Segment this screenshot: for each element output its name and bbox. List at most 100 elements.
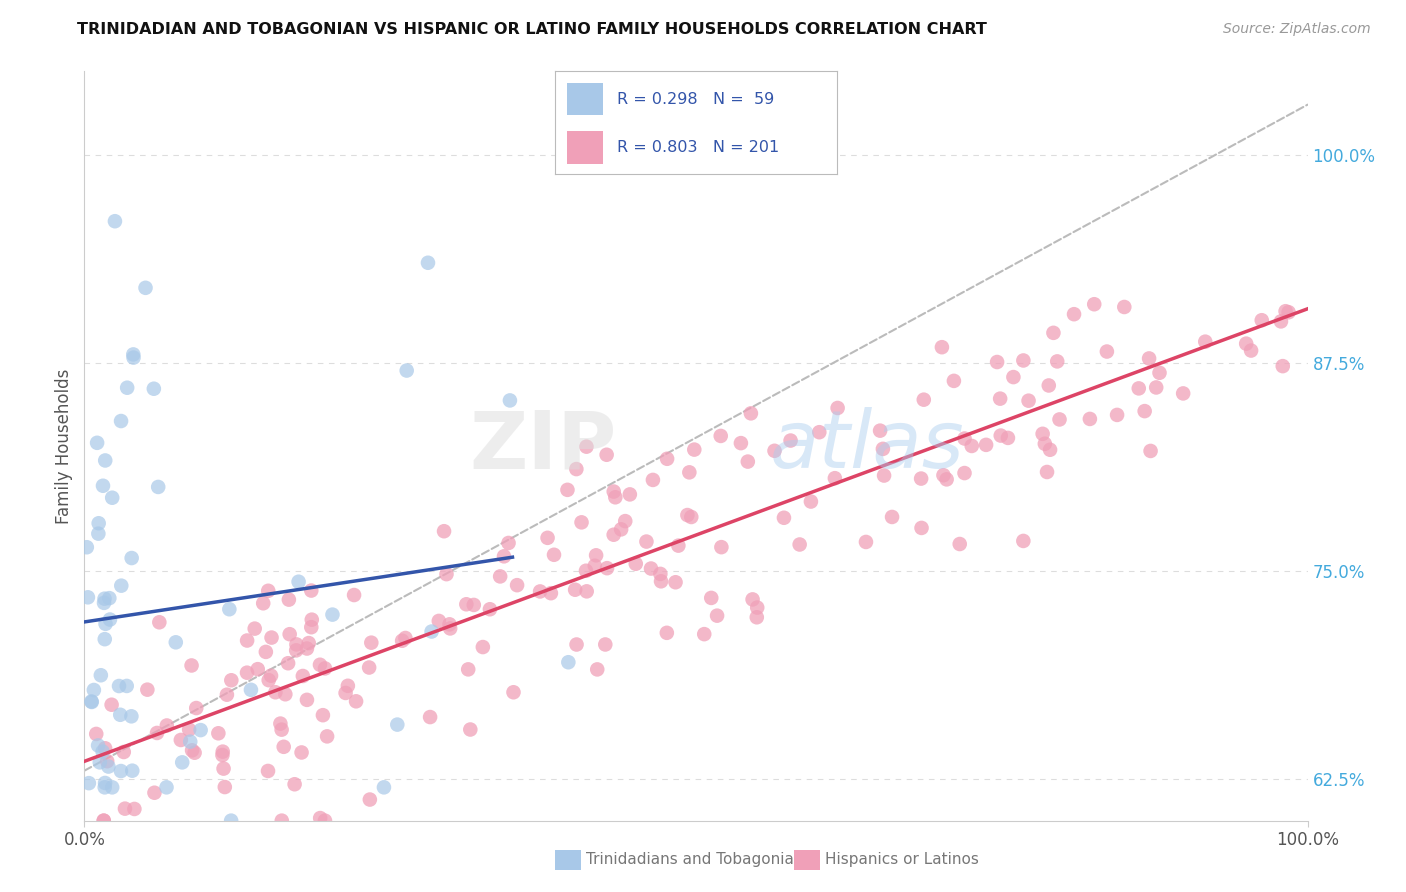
Point	[624, 557, 647, 571]
Point	[1250, 313, 1272, 327]
Point	[254, 645, 277, 659]
Text: Trinidadians and Tobagonians: Trinidadians and Tobagonians	[586, 853, 811, 867]
Point	[880, 510, 903, 524]
Point	[80, 695, 103, 709]
Point	[1038, 378, 1060, 392]
Point	[427, 614, 450, 628]
Point	[190, 723, 212, 737]
Point	[565, 462, 588, 476]
Point	[741, 592, 763, 607]
Point	[122, 351, 145, 365]
Point	[90, 668, 112, 682]
Point	[641, 473, 664, 487]
Point	[395, 363, 418, 377]
Point	[285, 637, 308, 651]
Point	[301, 613, 323, 627]
Point	[1240, 343, 1263, 358]
Point	[212, 762, 235, 776]
Point	[77, 776, 100, 790]
Point	[740, 406, 762, 420]
Point	[666, 539, 689, 553]
Point	[114, 802, 136, 816]
Point	[1033, 436, 1056, 450]
Point	[640, 561, 662, 575]
Point	[583, 558, 606, 573]
Point	[564, 582, 586, 597]
Point	[1128, 381, 1150, 395]
Point	[359, 660, 381, 674]
Point	[257, 673, 280, 688]
Point	[824, 471, 846, 485]
Point	[120, 709, 142, 723]
Point	[104, 214, 127, 228]
Point	[93, 591, 115, 606]
Point	[557, 483, 579, 497]
Point	[585, 549, 607, 563]
Point	[988, 392, 1011, 406]
Point	[155, 780, 177, 795]
Point	[239, 682, 262, 697]
Bar	[567, 83, 603, 115]
Point	[260, 631, 283, 645]
Point	[136, 682, 159, 697]
Point	[605, 490, 627, 504]
Point	[277, 657, 299, 671]
Point	[543, 548, 565, 562]
Point	[932, 468, 955, 483]
Point	[108, 679, 131, 693]
Point	[1018, 393, 1040, 408]
Point	[1083, 297, 1105, 311]
Point	[910, 472, 932, 486]
Point	[693, 627, 716, 641]
Point	[285, 643, 308, 657]
Point	[737, 454, 759, 468]
Point	[94, 453, 117, 467]
Point	[700, 591, 723, 605]
Point	[273, 739, 295, 754]
Point	[416, 256, 439, 270]
Point	[872, 442, 894, 456]
Point	[935, 472, 957, 486]
Point	[246, 662, 269, 676]
Point	[1095, 344, 1118, 359]
Point	[287, 574, 309, 589]
Point	[557, 655, 579, 669]
Point	[942, 374, 965, 388]
Point	[595, 638, 617, 652]
Point	[360, 635, 382, 649]
Point	[986, 355, 1008, 369]
Point	[115, 381, 138, 395]
Point	[463, 598, 485, 612]
Point	[683, 442, 706, 457]
Point	[87, 516, 110, 531]
Point	[460, 723, 482, 737]
Point	[1133, 404, 1156, 418]
Point	[439, 617, 461, 632]
Point	[953, 432, 976, 446]
Point	[565, 638, 588, 652]
Point	[953, 466, 976, 480]
Point	[142, 382, 165, 396]
Point	[439, 622, 461, 636]
Point	[619, 487, 641, 501]
Point	[309, 811, 332, 825]
Point	[391, 633, 413, 648]
Point	[94, 776, 117, 790]
Point	[299, 620, 322, 634]
Point	[243, 622, 266, 636]
Y-axis label: Family Households: Family Households	[55, 368, 73, 524]
Text: ZIP: ZIP	[470, 407, 616, 485]
Point	[186, 701, 208, 715]
Point	[676, 508, 699, 522]
Point	[1144, 380, 1167, 394]
Point	[650, 574, 672, 589]
Point	[596, 561, 619, 575]
Point	[394, 631, 416, 645]
Point	[910, 521, 932, 535]
Point	[100, 698, 122, 712]
Point	[540, 586, 562, 600]
Point	[179, 734, 201, 748]
Point	[779, 434, 801, 448]
Point	[295, 693, 318, 707]
Point	[800, 494, 823, 508]
